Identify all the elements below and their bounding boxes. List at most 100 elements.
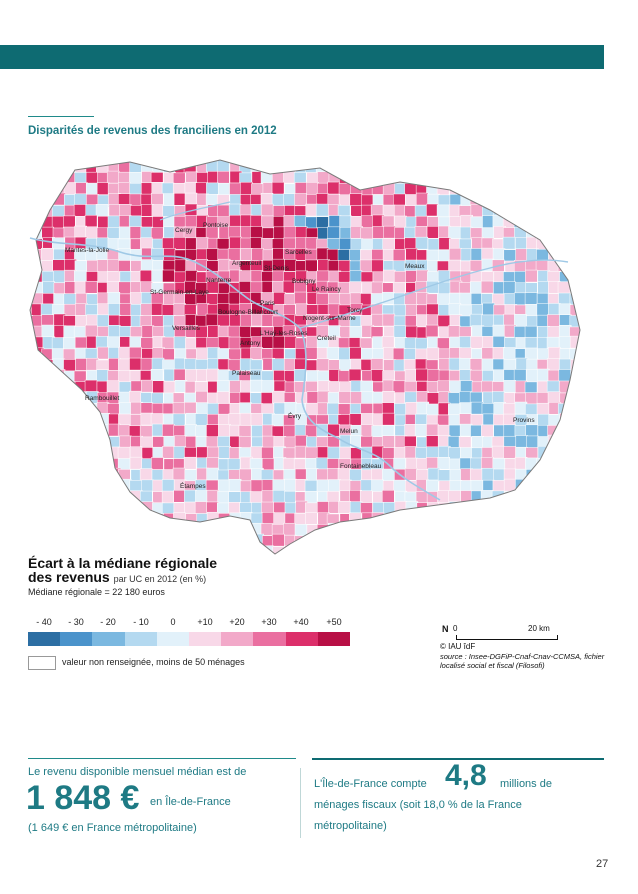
- commune-cell: [349, 469, 362, 482]
- commune-cell: [538, 567, 550, 579]
- commune-cell: [360, 227, 374, 241]
- commune-cell: [536, 303, 550, 316]
- commune-cell: [471, 568, 483, 580]
- place-label: St-Denis: [264, 265, 290, 272]
- commune-cell: [64, 391, 78, 404]
- commune-cell: [460, 512, 474, 525]
- commune-cell: [581, 491, 593, 503]
- commune-cell: [381, 402, 395, 415]
- commune-cell: [393, 447, 407, 460]
- commune-cell: [437, 469, 451, 482]
- commune-cell: [548, 216, 562, 229]
- commune-cell: [515, 248, 528, 262]
- legend-swatch: [189, 632, 222, 646]
- commune-cell: [536, 161, 549, 174]
- commune-cell: [535, 215, 549, 229]
- commune-cell: [53, 469, 67, 482]
- commune-cell: [482, 172, 495, 185]
- commune-cell: [74, 457, 87, 471]
- commune-cell: [570, 567, 582, 579]
- commune-cell: [558, 226, 571, 240]
- commune-cell: [95, 436, 109, 449]
- commune-cell: [592, 194, 600, 206]
- commune-cell: [426, 545, 439, 554]
- commune-cell: [305, 534, 319, 548]
- commune-cell: [185, 436, 198, 449]
- commune-cell: [492, 160, 505, 163]
- commune-cell: [140, 303, 154, 316]
- commune-cell: [559, 172, 572, 185]
- commune-cell: [173, 534, 187, 548]
- commune-cell: [415, 192, 429, 206]
- commune-cell: [558, 194, 571, 207]
- commune-cell: [339, 237, 352, 251]
- commune-cell: [448, 161, 462, 175]
- commune-cell: [449, 247, 462, 261]
- commune-cell: [558, 369, 572, 382]
- commune-cell: [504, 160, 517, 163]
- commune-cell: [107, 215, 121, 229]
- commune-cell: [371, 479, 384, 493]
- commune-cell: [371, 524, 384, 538]
- commune-cell: [86, 293, 99, 307]
- commune-cell: [414, 205, 428, 218]
- commune-cell: [172, 467, 186, 481]
- commune-cell: [394, 546, 407, 554]
- commune-cell: [516, 567, 528, 579]
- commune-cell: [449, 546, 463, 554]
- commune-cell: [570, 160, 580, 164]
- commune-cell: [492, 480, 506, 493]
- commune-cell: [579, 281, 580, 295]
- commune-cell: [403, 348, 417, 361]
- commune-cell: [503, 478, 517, 492]
- commune-cell: [41, 534, 54, 548]
- commune-cell: [558, 546, 572, 554]
- commune-cell: [162, 522, 175, 536]
- commune-cell: [284, 335, 297, 349]
- commune-cell: [228, 291, 242, 305]
- commune-cell: [426, 502, 440, 515]
- commune-cell: [316, 293, 329, 306]
- commune-cell: [404, 446, 418, 459]
- commune-cell: [569, 315, 580, 328]
- commune-cell: [140, 357, 154, 371]
- commune-cell: [481, 347, 495, 360]
- commune-cell: [261, 479, 275, 492]
- commune-cell: [393, 457, 406, 471]
- commune-cell: [206, 260, 220, 273]
- commune-cell: [272, 216, 286, 229]
- commune-cell: [339, 446, 352, 460]
- commune-cell: [436, 204, 450, 218]
- commune-cell: [570, 392, 580, 406]
- commune-cell: [173, 160, 186, 163]
- place-label: Meaux: [405, 263, 425, 270]
- commune-cell: [260, 203, 274, 217]
- commune-cell: [96, 314, 110, 328]
- commune-cell: [570, 502, 580, 515]
- commune-cell: [405, 556, 417, 568]
- ile-de-france-map: CergyPontoiseMantes-la-JolieArgenteuilSt…: [29, 159, 600, 580]
- commune-cell: [31, 413, 44, 426]
- commune-cell: [273, 512, 286, 525]
- commune-cell: [163, 534, 176, 548]
- commune-cell: [394, 501, 408, 514]
- commune-cell: [294, 513, 307, 526]
- commune-cell: [141, 512, 154, 525]
- commune-cell: [272, 533, 285, 547]
- commune-cell: [470, 546, 484, 554]
- commune-cell: [448, 414, 461, 427]
- commune-cell: [581, 392, 593, 404]
- commune-cell: [163, 160, 176, 164]
- commune-cell: [493, 568, 505, 580]
- commune-cell: [514, 226, 527, 240]
- commune-cell: [570, 535, 580, 549]
- legend-tick: +40: [293, 617, 309, 627]
- legend-tick: - 20: [100, 617, 116, 627]
- commune-cell: [217, 314, 230, 328]
- commune-cell: [361, 523, 375, 536]
- commune-cell: [371, 545, 385, 554]
- commune-cell: [97, 457, 110, 470]
- commune-cell: [150, 413, 164, 426]
- commune-cell: [482, 535, 495, 548]
- commune-cell: [558, 336, 572, 349]
